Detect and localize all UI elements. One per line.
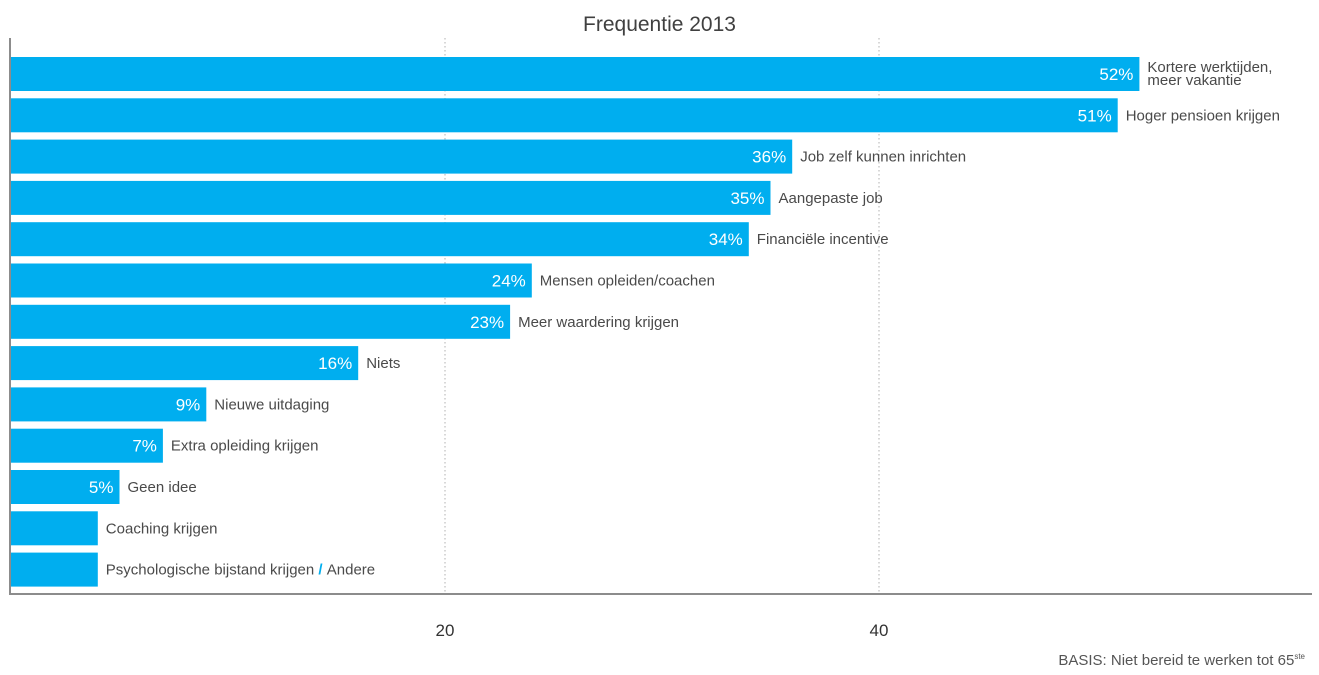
bar-category-label: Job zelf kunnen inrichten [800,149,966,166]
bar [11,263,532,298]
bar [11,304,511,339]
bar [11,98,1118,133]
bar-value-label: 16% [318,354,352,373]
bar [11,511,98,546]
bar-category-label: Mensen opleiden/coachen [540,273,715,290]
bar-category-label: Kortere werktijden, [1147,59,1272,76]
bar [11,470,120,504]
axes [9,38,1312,595]
bar-value-label: 5% [89,478,114,497]
bar-category-label: Psychologische bijstand krijgen / Andere [106,562,375,579]
bar-category-label: Hoger pensioen krijgen [1126,107,1280,124]
footnote-superscript: ste [1294,652,1305,661]
bar-category-label: Aangepaste job [779,190,883,207]
bar [11,552,98,587]
bar-value-label: 34% [709,230,743,249]
bar-value-label: 51% [1078,106,1112,125]
bar-category-label: Meer waardering krijgen [518,314,679,331]
bars: 52% Kortere werktijden,meer vakantie 51% Ho… [11,57,1280,587]
bar-category-label: Nieuwe uitdaging [214,396,329,413]
bar-category-label: Financiële incentive [757,231,889,248]
bar [11,222,749,257]
bar [11,139,793,174]
bar-category-label: meer vakantie [1147,72,1241,89]
x-tick-label-20: 20 [436,621,455,640]
bar-category-label: Niets [366,355,400,372]
bar [11,57,1140,91]
footnote: BASIS: Niet bereid te werken tot 65ste [1058,652,1305,669]
bar-value-label: 52% [1099,65,1133,84]
bar [11,180,771,215]
bar-category-label: Geen idee [128,479,197,496]
x-tick-label-40: 40 [870,621,889,640]
bar-value-label: 24% [492,272,526,291]
bar [11,346,359,381]
bar [11,387,207,422]
bar-value-label: 7% [132,437,157,456]
bar-category-label: Extra opleiding krijgen [171,438,319,455]
bar-value-label: 35% [730,189,764,208]
bar-value-label: 36% [752,148,786,167]
bar-category-label: Coaching krijgen [106,520,218,537]
chart-title: Frequentie 2013 [583,13,736,36]
bar [11,428,163,463]
footnote-text: BASIS: Niet bereid te werken tot 65 [1058,652,1295,669]
x-axis-ticks: 20 40 [436,621,889,640]
bar-value-label: 23% [470,313,504,332]
bar-value-label: 9% [176,395,201,414]
